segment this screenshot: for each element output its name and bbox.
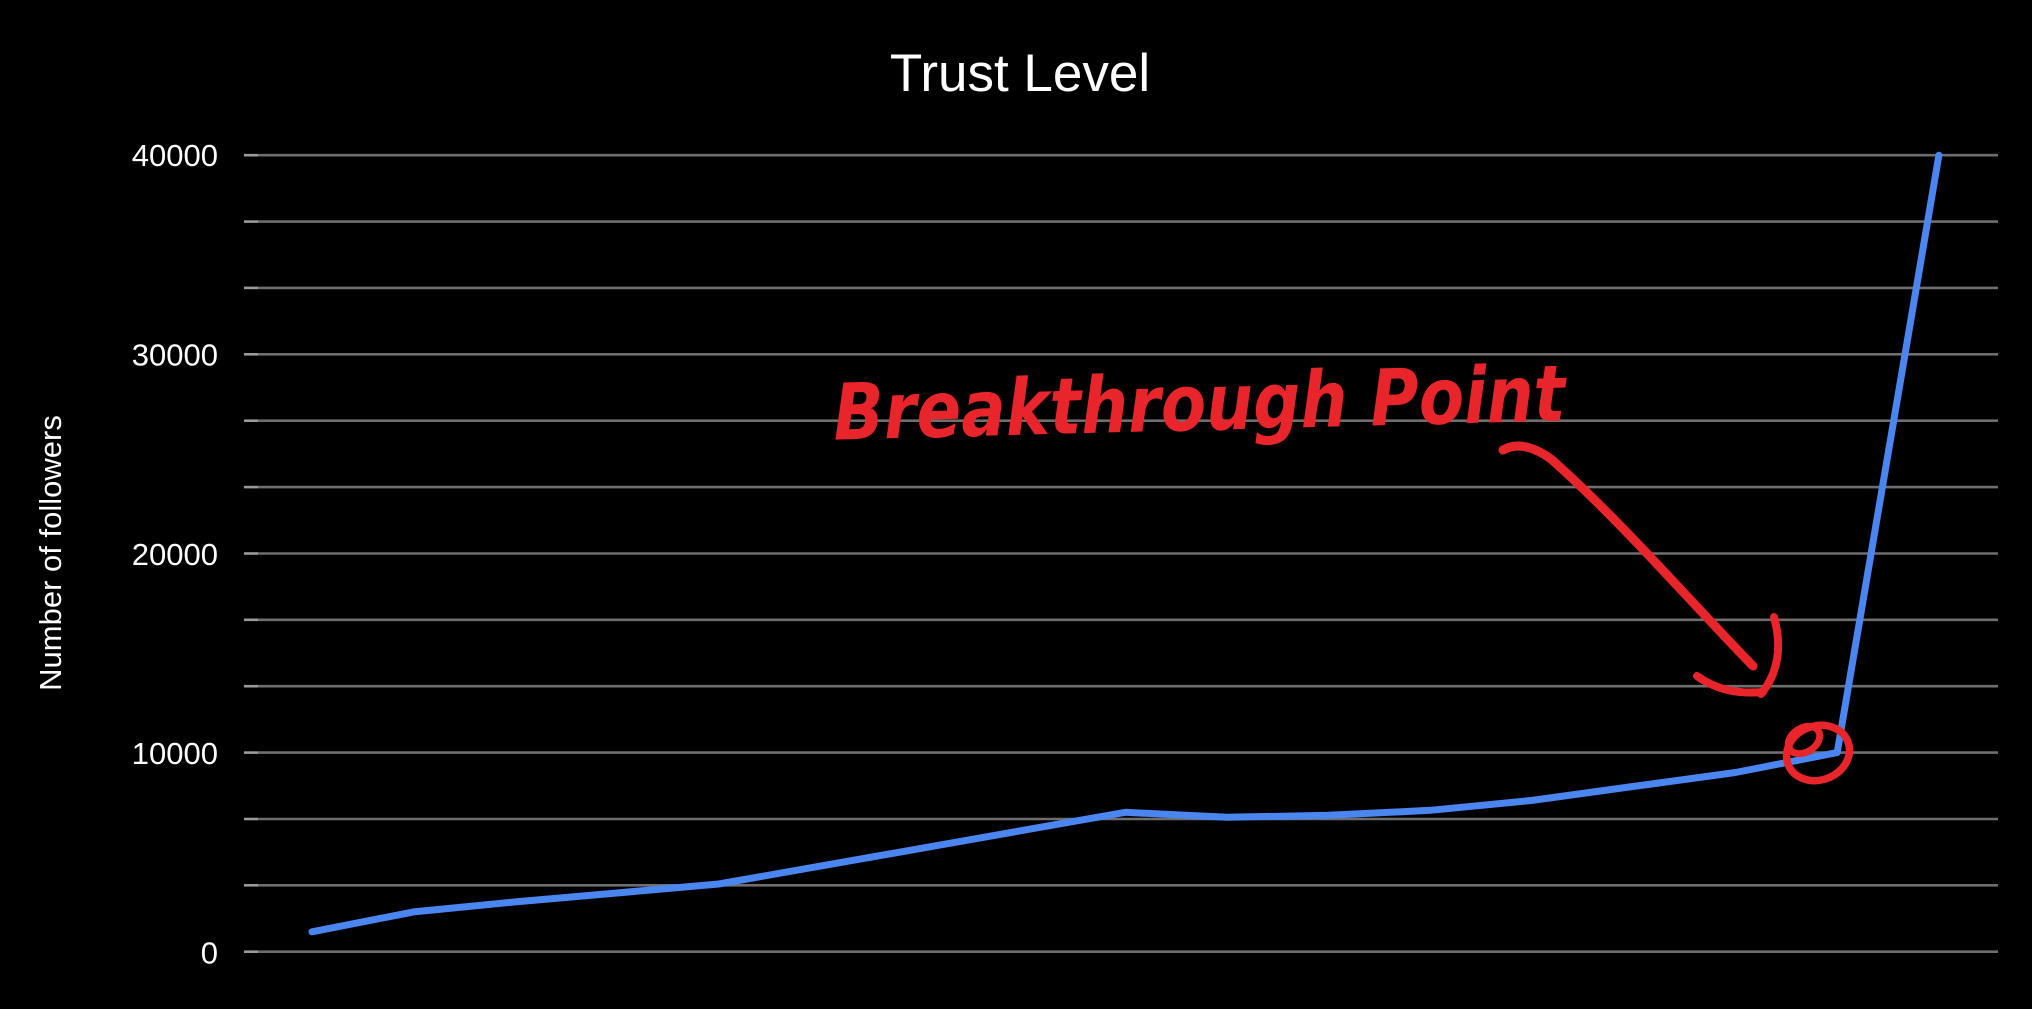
followers-line	[308, 151, 1943, 936]
annotation-arrowhead-stroke-right	[1757, 613, 1783, 698]
y-tick-0: 0	[201, 935, 218, 970]
y-tick-30000: 30000	[132, 338, 218, 373]
chart-title: Trust Level	[890, 44, 1150, 103]
y-tick-40000: 40000	[132, 138, 218, 173]
y-axis-tick-labels: 40000 30000 20000 10000 0	[132, 138, 218, 970]
y-tick-10000: 10000	[132, 736, 218, 771]
annotation-group: Breakthrough Point	[832, 349, 1854, 785]
annotation-circle-pen-loop	[1784, 722, 1824, 758]
gridlines	[244, 153, 1998, 954]
y-axis-title: Number of followers	[33, 415, 68, 691]
annotation-arrowhead-stroke-left	[1693, 672, 1767, 697]
annotation-arrow-shaft	[1498, 441, 1758, 671]
y-tick-20000: 20000	[132, 537, 218, 572]
followers-line-series	[308, 151, 1943, 936]
annotation-text: Breakthrough Point	[832, 349, 1568, 458]
